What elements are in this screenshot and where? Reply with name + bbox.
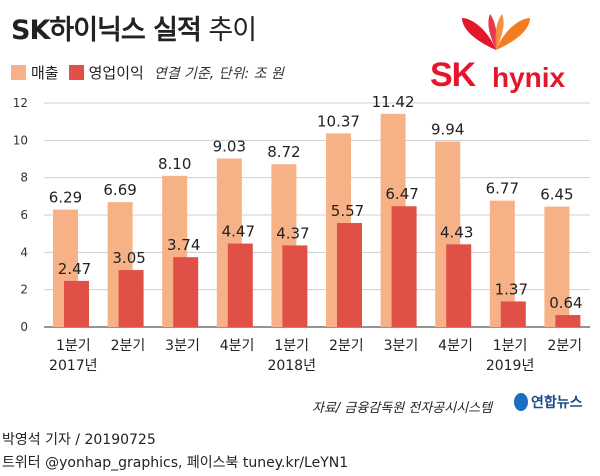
bar-operating-profit (500, 301, 526, 327)
data-label-sales: 9.03 (213, 137, 246, 155)
data-label-sales: 11.42 (372, 93, 415, 111)
data-label-operating-profit: 1.37 (495, 280, 528, 298)
legend-swatch-operating-profit (68, 65, 84, 80)
data-label-sales: 8.10 (158, 155, 191, 173)
yonhap-logo-icon (514, 393, 528, 411)
data-label-sales: 9.94 (431, 120, 464, 138)
data-label-sales: 10.37 (317, 112, 360, 130)
bar-operating-profit (64, 280, 89, 327)
title-sub: 추이 (208, 15, 257, 46)
legend-label-operating-profit: 영업이익 (88, 64, 144, 82)
data-label-operating-profit: 2.47 (58, 260, 91, 278)
x-tick-label: 4분기 (438, 338, 473, 354)
data-label-operating-profit: 0.64 (549, 294, 582, 312)
credit-social: 트위터 @yonhap_graphics, 페이스북 tuney.kr/LeYN… (2, 455, 349, 471)
x-tick-label: 1분기 (274, 338, 309, 354)
y-tick-label: 2 (20, 283, 28, 297)
legend-label-sales: 매출 (31, 64, 59, 82)
data-label-sales: 6.77 (486, 180, 519, 198)
x-tick-label: 1분기 (56, 338, 91, 354)
bar-operating-profit (337, 223, 362, 327)
data-label-sales: 8.72 (267, 143, 300, 161)
data-label-sales: 6.45 (540, 186, 573, 204)
x-tick-label: 1분기 (493, 338, 528, 354)
butterfly-logo-icon (462, 14, 530, 50)
y-tick-label: 4 (20, 245, 28, 259)
data-label-operating-profit: 3.74 (167, 236, 200, 254)
agency-name: 연합뉴스 (531, 395, 583, 411)
y-tick-label: 6 (20, 208, 28, 222)
logo-sk-text: SK (430, 56, 476, 94)
bar-operating-profit (227, 243, 253, 327)
credit-reporter: 박영석 기자 / 20190725 (2, 432, 156, 448)
y-tick-label: 8 (20, 171, 28, 185)
sk-hynix-logo: SK hynix (428, 10, 588, 96)
x-tick-label: 3분기 (384, 338, 419, 354)
chart-title: SK하이닉스 실적 추이 (11, 8, 257, 47)
title-main: SK하이닉스 실적 (11, 15, 202, 46)
data-label-operating-profit: 4.47 (222, 223, 255, 241)
y-tick-label: 0 (20, 320, 28, 334)
legend: 매출 영업이익 연결 기준, 단위: 조 원 (11, 62, 284, 83)
year-label: 2019년 (486, 358, 535, 374)
source-note: 자료/ 금융감독원 전자공시시스템 (312, 401, 493, 416)
unit-note: 연결 기준, 단위: 조 원 (153, 65, 284, 82)
x-tick-label: 2분기 (111, 338, 146, 354)
x-tick-label: 2분기 (547, 338, 582, 354)
bar-operating-profit (118, 270, 144, 327)
y-tick-label: 12 (13, 96, 28, 110)
x-tick-label: 2분기 (329, 338, 364, 354)
legend-item-operating-profit: 영업이익 (68, 62, 144, 83)
year-label: 2017년 (49, 358, 98, 374)
bar-sales (544, 206, 570, 327)
data-label-operating-profit: 4.37 (276, 224, 309, 242)
x-tick-label: 3분기 (165, 338, 200, 354)
data-label-operating-profit: 4.43 (440, 223, 473, 241)
data-label-sales: 6.29 (49, 189, 82, 207)
bar-operating-profit (555, 315, 581, 327)
x-tick-label: 4분기 (220, 338, 255, 354)
logo-hynix-text: hynix (492, 62, 566, 93)
bar-operating-profit (391, 206, 417, 327)
data-label-operating-profit: 6.47 (385, 185, 418, 203)
y-tick-label: 10 (13, 133, 28, 147)
legend-swatch-sales (11, 65, 26, 80)
legend-item-sales: 매출 (11, 62, 59, 83)
year-label: 2018년 (267, 358, 316, 374)
data-label-operating-profit: 3.05 (112, 249, 145, 267)
agency-logo: 연합뉴스 (514, 392, 583, 412)
bar-operating-profit (282, 245, 308, 327)
bar-operating-profit (173, 257, 199, 327)
data-label-sales: 6.69 (103, 181, 136, 199)
bar-operating-profit (446, 244, 472, 327)
data-label-operating-profit: 5.57 (331, 202, 364, 220)
